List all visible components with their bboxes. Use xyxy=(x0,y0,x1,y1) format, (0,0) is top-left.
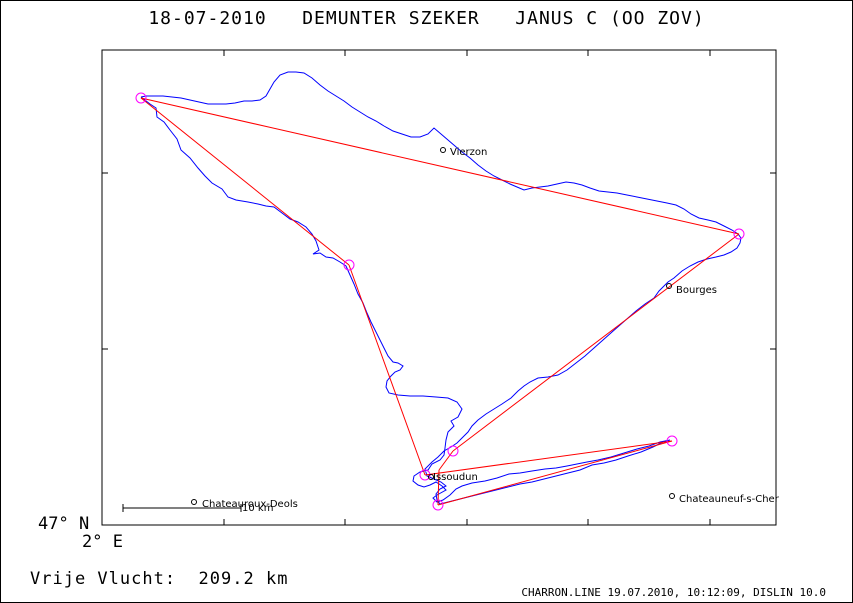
town-marker-bourges xyxy=(666,283,672,289)
longitude-label: 2° E xyxy=(82,532,123,552)
axis-ticks xyxy=(102,50,776,525)
scale-bar xyxy=(122,504,242,512)
distance-value: 209.2 km xyxy=(198,569,289,589)
place-label-issoudun: Issoudun xyxy=(433,472,478,483)
turnpoint-marker xyxy=(447,445,459,457)
place-label-vierzon: Vierzon xyxy=(450,147,488,158)
turnpoint-marker xyxy=(343,259,355,271)
flight-date: 18-07-2010 xyxy=(148,8,267,29)
flight-distance: Vrije Vlucht: 209.2 km xyxy=(30,569,288,589)
town-markers xyxy=(191,147,675,505)
latitude-label: 47° N xyxy=(38,514,90,534)
gps-track xyxy=(140,71,742,505)
file-info: CHARRON.LINE 19.07.2010, 10:12:09, DISLI… xyxy=(521,586,826,599)
scale-bar-label: 10 km xyxy=(242,503,274,514)
turnpoint-marker xyxy=(666,435,678,447)
place-label-bourges: Bourges xyxy=(676,285,717,296)
place-label-chateauroux: Chateauroux-Deols xyxy=(202,499,298,510)
glider-name: JANUS C (OO ZOV) xyxy=(515,8,705,29)
flight-title: 18-07-2010 DEMUNTER SZEKER JANUS C (OO Z… xyxy=(0,8,853,29)
turnpoints xyxy=(135,92,745,511)
place-label-chateauneuf: Chateauneuf-s-Cher xyxy=(679,494,779,505)
task-lines xyxy=(140,97,740,506)
town-marker-issoudun xyxy=(428,474,434,480)
flight-type-label: Vrije Vlucht: xyxy=(30,569,177,589)
turnpoint-marker xyxy=(135,92,147,104)
town-marker-chateauneuf xyxy=(669,493,675,499)
pilot-names: DEMUNTER SZEKER xyxy=(302,8,480,29)
turnpoint-marker xyxy=(733,228,745,240)
town-marker-vierzon xyxy=(440,147,446,153)
turnpoint-marker xyxy=(432,499,444,511)
map-plot-area xyxy=(101,49,777,526)
town-marker-chateauroux xyxy=(191,499,197,505)
